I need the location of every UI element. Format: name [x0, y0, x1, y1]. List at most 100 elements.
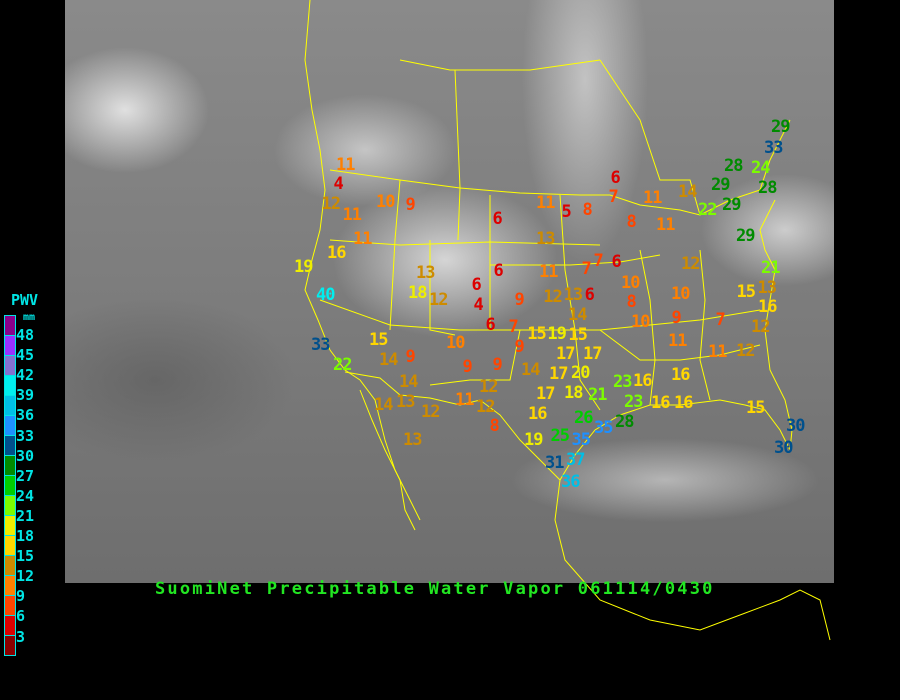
legend-label: 12 [16, 567, 35, 586]
legend-swatch [5, 316, 15, 336]
state-border [699, 249, 711, 401]
legend-label: 21 [16, 506, 35, 525]
station-value: 16 [327, 242, 347, 263]
station-value: 11 [539, 261, 559, 282]
station-value: 9 [514, 289, 525, 310]
station-value: 19 [547, 324, 567, 345]
station-value: 6 [584, 285, 595, 306]
legend-swatch [5, 556, 15, 576]
legend-title: PWV [11, 291, 39, 309]
station-value: 6 [493, 260, 504, 281]
station-value: 8 [489, 416, 500, 436]
station-value: 10 [631, 312, 651, 333]
legend-swatch [5, 516, 15, 536]
station-value: 4 [333, 174, 344, 195]
legend-label: 30 [16, 446, 35, 465]
state-border [639, 249, 656, 406]
station-value: 24 [751, 158, 771, 178]
station-value: 7 [581, 258, 592, 279]
station-value: 13 [563, 285, 584, 306]
station-value: 11 [536, 192, 556, 213]
state-border [319, 299, 761, 331]
legend-label: 3 [16, 627, 26, 646]
station-value: 8 [626, 292, 637, 313]
station-value: 10 [446, 332, 466, 353]
station-value: 16 [633, 370, 653, 391]
station-value: 9 [405, 194, 416, 215]
station-value: 16 [528, 404, 548, 424]
station-value: 33 [764, 137, 784, 158]
station-value: 13 [403, 429, 423, 450]
station-value: 6 [471, 274, 482, 295]
station-value: 8 [582, 199, 593, 220]
station-value: 23 [613, 372, 633, 393]
station-value: 29 [736, 225, 756, 246]
station-value: 14 [568, 304, 588, 325]
station-value: 28 [758, 178, 778, 198]
station-value: 11 [336, 155, 356, 175]
mexico-coastline [554, 479, 831, 641]
station-value: 11 [708, 341, 728, 362]
station-value: 11 [353, 228, 373, 249]
state-border [454, 69, 461, 241]
station-value: 15 [369, 329, 389, 350]
station-value: 35 [571, 429, 592, 450]
station-value: 7 [593, 250, 604, 271]
station-value: 28 [724, 156, 744, 176]
station-value: 40 [316, 284, 336, 305]
station-value: 19 [294, 256, 314, 277]
legend-label: 6 [16, 607, 26, 626]
legend-label: 18 [16, 527, 35, 545]
station-value: 16 [671, 364, 691, 385]
station-value: 6 [485, 314, 496, 335]
station-value: 10 [621, 273, 641, 293]
station-value: 12 [736, 340, 756, 361]
station-value: 7 [508, 317, 519, 337]
station-value: 12 [543, 286, 563, 307]
station-value: 23 [624, 392, 644, 413]
station-value: 6 [492, 208, 503, 229]
legend-label: 36 [16, 406, 35, 425]
station-value: 22 [333, 354, 353, 375]
station-value: 35 [594, 417, 614, 438]
station-value: 14 [678, 181, 698, 202]
station-value: 11 [455, 389, 475, 410]
state-border [559, 194, 601, 411]
station-value: 30 [786, 415, 806, 436]
legend-label: 39 [16, 386, 35, 405]
station-value: 9 [671, 307, 682, 328]
legend-colorbar [4, 315, 16, 656]
station-value: 16 [674, 392, 694, 413]
mexico-border [344, 371, 561, 481]
station-value: 7 [715, 309, 726, 330]
legend-swatch [5, 576, 15, 596]
station-value: 28 [615, 411, 635, 432]
legend-label: 33 [16, 426, 35, 445]
station-value: 20 [571, 363, 591, 384]
station-value: 11 [668, 330, 688, 351]
legend-swatch [5, 496, 15, 516]
station-value: 29 [722, 195, 742, 216]
station-value: 6 [611, 251, 622, 272]
station-value: 25 [550, 425, 571, 446]
station-value: 33 [311, 334, 331, 355]
station-value: 21 [761, 257, 781, 278]
legend-swatch [5, 416, 15, 436]
legend-swatch [5, 536, 15, 556]
station-value: 15 [568, 324, 588, 345]
station-value: 17 [536, 384, 556, 404]
state-border [429, 329, 521, 386]
station-value: 9 [514, 337, 525, 357]
legend-label: 15 [16, 547, 35, 566]
legend-label: 24 [16, 486, 35, 505]
station-value: 37 [566, 449, 586, 470]
west-coastline [304, 0, 421, 521]
station-value: 5 [561, 201, 572, 222]
state-border [429, 240, 456, 336]
legend-swatch [5, 636, 15, 655]
station-value: 10 [376, 191, 396, 212]
state-border [329, 239, 601, 246]
station-value: 7 [608, 186, 619, 207]
station-value: 12 [479, 376, 499, 397]
